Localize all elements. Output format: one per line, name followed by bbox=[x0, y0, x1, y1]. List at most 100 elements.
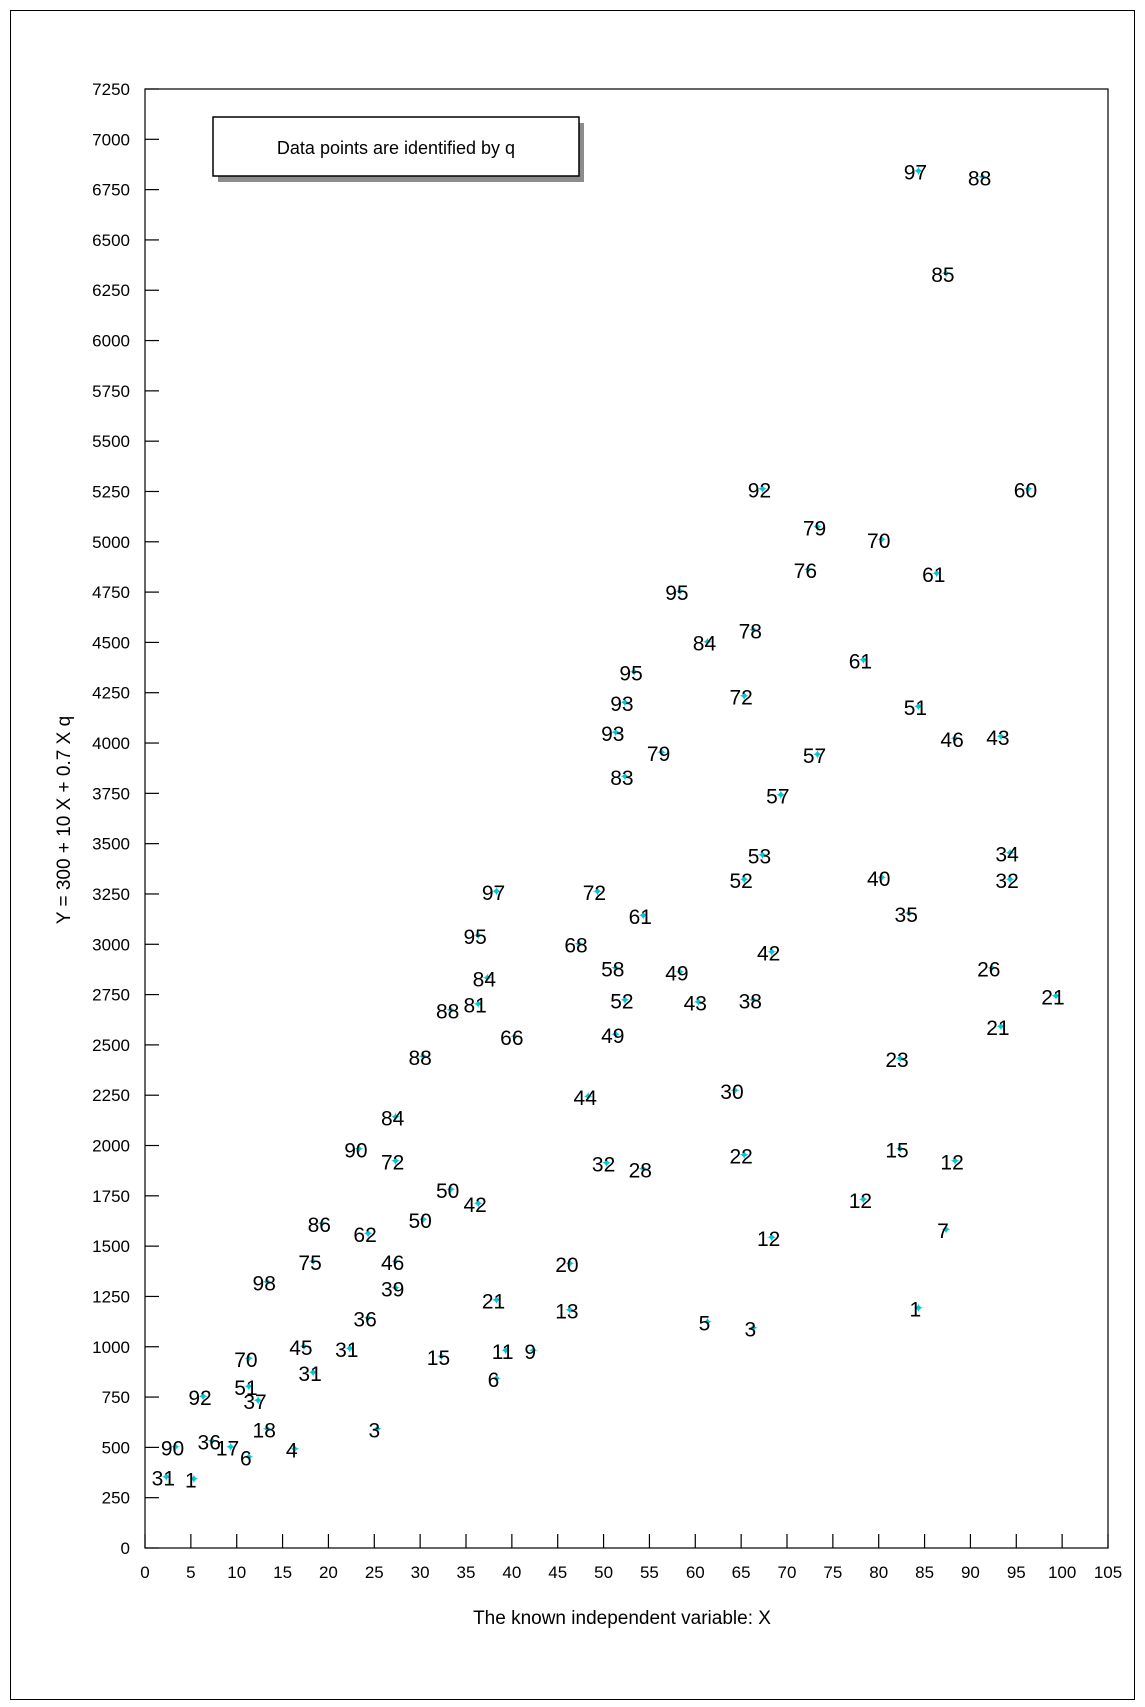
data-point-marker: ✦ bbox=[363, 1226, 374, 1241]
data-point-label: 30 bbox=[720, 1081, 743, 1104]
data-point-label: 17 bbox=[216, 1437, 239, 1460]
data-point-label: 11 bbox=[492, 1341, 514, 1364]
data-point-marker: ✦ bbox=[363, 1311, 374, 1326]
data-point-label: 95 bbox=[463, 926, 486, 949]
y-tick-label: 4750 bbox=[92, 583, 130, 602]
data-point-label: 12 bbox=[757, 1228, 780, 1251]
x-tick-label: 55 bbox=[640, 1563, 659, 1582]
data-point-marker: ✦ bbox=[702, 1315, 713, 1330]
plot-area bbox=[144, 88, 1109, 1549]
legend-frame bbox=[212, 116, 580, 177]
data-point-marker: ✦ bbox=[977, 170, 988, 185]
plot-border bbox=[144, 88, 1109, 1549]
x-tick-label: 65 bbox=[732, 1563, 751, 1582]
data-point-marker: ✦ bbox=[619, 993, 630, 1008]
data-point-label: 72 bbox=[583, 882, 606, 905]
data-point-marker: ✦ bbox=[638, 908, 649, 923]
x-tick-label: 15 bbox=[273, 1563, 292, 1582]
data-point-marker: ✦ bbox=[528, 1343, 539, 1358]
data-point-label: 76 bbox=[794, 560, 817, 583]
data-point-label: 28 bbox=[629, 1160, 652, 1183]
data-point-label: 70 bbox=[234, 1349, 257, 1372]
data-point-label: 52 bbox=[729, 870, 752, 893]
data-point-label: 46 bbox=[940, 729, 963, 752]
data-point-marker: ✦ bbox=[445, 1182, 456, 1197]
data-point-label: 95 bbox=[665, 582, 688, 605]
data-point-label: 52 bbox=[610, 991, 633, 1014]
data-point-label: 36 bbox=[198, 1431, 221, 1454]
x-tick-label: 80 bbox=[869, 1563, 888, 1582]
data-point-label: 66 bbox=[500, 1027, 523, 1050]
data-point-marker: ✦ bbox=[1005, 872, 1016, 887]
data-point-label: 88 bbox=[968, 168, 991, 191]
y-tick-label: 0 bbox=[121, 1539, 130, 1558]
data-point-label: 5 bbox=[699, 1313, 711, 1336]
data-point-label: 1 bbox=[910, 1299, 922, 1322]
data-point-label: 43 bbox=[684, 993, 707, 1016]
data-point-marker: ✦ bbox=[243, 1351, 254, 1366]
data-point-marker: ✦ bbox=[629, 665, 640, 680]
data-point-label: 85 bbox=[931, 264, 954, 287]
data-point-label: 43 bbox=[986, 727, 1009, 750]
y-tick-label: 1250 bbox=[92, 1287, 130, 1306]
data-point-marker: ✦ bbox=[564, 1303, 575, 1318]
data-point-marker: ✦ bbox=[262, 1274, 273, 1289]
data-point-marker: ✦ bbox=[619, 769, 630, 784]
data-point-label: 61 bbox=[849, 651, 872, 674]
y-tick-label: 5750 bbox=[92, 382, 130, 401]
x-tick-label: 90 bbox=[961, 1563, 980, 1582]
data-point-marker: ✦ bbox=[372, 1421, 383, 1436]
data-point-marker: ✦ bbox=[693, 995, 704, 1010]
data-point-marker: ✦ bbox=[390, 1154, 401, 1169]
data-point-marker: ✦ bbox=[445, 1003, 456, 1018]
data-point-label: 18 bbox=[253, 1419, 276, 1442]
data-point-label: 37 bbox=[243, 1391, 266, 1414]
data-point-marker: ✦ bbox=[491, 884, 502, 899]
data-point-marker: ✦ bbox=[757, 848, 768, 863]
data-point-label: 57 bbox=[803, 745, 826, 768]
data-point-marker: ✦ bbox=[418, 1212, 429, 1227]
y-tick-label: 1750 bbox=[92, 1187, 130, 1206]
data-point-label: 35 bbox=[895, 904, 918, 927]
x-tick-label: 35 bbox=[457, 1563, 476, 1582]
data-point-marker: ✦ bbox=[509, 1029, 520, 1044]
data-point-marker: ✦ bbox=[995, 729, 1006, 744]
data-point-label: 15 bbox=[427, 1347, 450, 1370]
y-axis: 0 250 500 750 1000 1250 1500 1750 2000 2250 2500 27… bbox=[92, 80, 159, 1558]
data-point-label: 15 bbox=[885, 1140, 908, 1163]
y-tick-label: 2000 bbox=[92, 1137, 130, 1156]
data-point-marker: ✦ bbox=[473, 928, 484, 943]
x-tick-label: 50 bbox=[594, 1563, 613, 1582]
data-point-marker: ✦ bbox=[702, 634, 713, 649]
x-tick-label: 40 bbox=[502, 1563, 521, 1582]
y-tick-label: 7000 bbox=[92, 130, 130, 149]
data-point-marker: ✦ bbox=[170, 1439, 181, 1454]
data-point-marker: ✦ bbox=[739, 689, 750, 704]
y-tick-label: 6500 bbox=[92, 231, 130, 250]
data-point-label: 21 bbox=[482, 1290, 505, 1313]
data-point-label: 53 bbox=[748, 846, 771, 869]
y-tick-label: 4500 bbox=[92, 633, 130, 652]
data-point-marker: ✦ bbox=[418, 1049, 429, 1064]
data-point-label: 81 bbox=[463, 995, 486, 1018]
y-tick-label: 6000 bbox=[92, 332, 130, 351]
data-point-label: 57 bbox=[766, 785, 789, 808]
data-point-marker: ✦ bbox=[757, 481, 768, 496]
data-point-marker: ✦ bbox=[308, 1254, 319, 1269]
data-point-label: 97 bbox=[904, 162, 927, 185]
data-point-marker: ✦ bbox=[500, 1343, 511, 1358]
legend-text: Data points are identified by q bbox=[277, 138, 515, 158]
data-point-marker: ✦ bbox=[986, 960, 997, 975]
data-point-label: 50 bbox=[436, 1180, 459, 1203]
data-point-marker: ✦ bbox=[674, 584, 685, 599]
data-point-marker: ✦ bbox=[317, 1216, 328, 1231]
data-point-marker: ✦ bbox=[739, 872, 750, 887]
data-point-marker: ✦ bbox=[161, 1470, 172, 1485]
y-tick-label: 4000 bbox=[92, 734, 130, 753]
data-point-label: 4 bbox=[286, 1439, 298, 1462]
data-point-marker: ✦ bbox=[592, 884, 603, 899]
y-tick-label: 6750 bbox=[92, 181, 130, 200]
y-tick-label: 5250 bbox=[92, 482, 130, 501]
data-point-label: 78 bbox=[739, 620, 762, 643]
x-tick-label: 100 bbox=[1048, 1563, 1076, 1582]
